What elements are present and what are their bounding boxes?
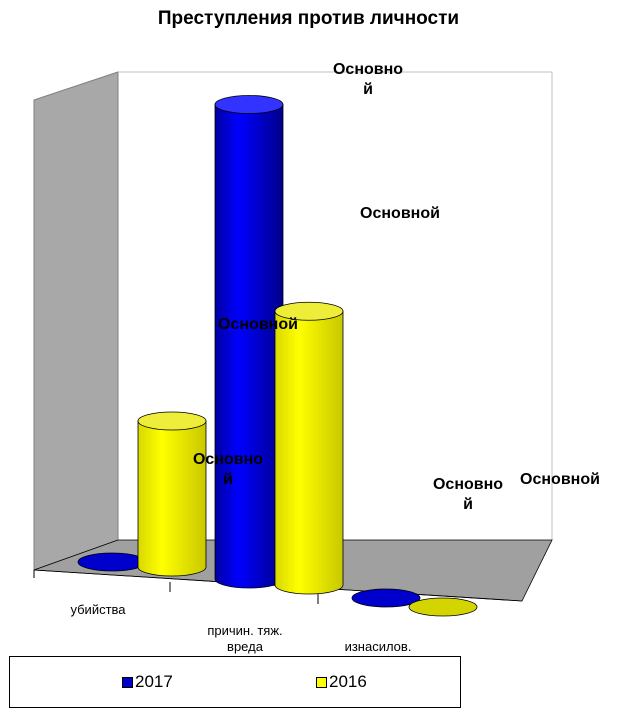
data-label-2017-1: Основно й <box>332 61 404 98</box>
legend-item-2016: 2016 <box>316 672 367 692</box>
bar-2016-2 <box>408 597 478 617</box>
legend-swatch-2016 <box>316 676 327 688</box>
bar-2016-0 <box>137 411 207 577</box>
category-label-0: убийства <box>70 602 126 617</box>
bar-2017-0 <box>77 552 147 572</box>
chart-title: Преступления против личности <box>157 8 460 29</box>
category-label-1: причин. тяж. вреда <box>207 623 283 654</box>
bar-2017-1 <box>214 95 284 589</box>
legend: 2017 2016 <box>9 656 461 708</box>
bar-2016-1 <box>274 301 344 595</box>
back-wall <box>33 71 119 571</box>
data-label-2016-1: Основной <box>360 205 440 222</box>
legend-swatch-2017 <box>122 676 133 688</box>
data-label-2017-0: Основно й <box>192 451 264 488</box>
data-label-2016-2: Основной <box>520 471 600 488</box>
bar-2017-2 <box>351 588 421 608</box>
category-label-2: изнасилов. <box>344 639 412 654</box>
legend-label-2017: 2017 <box>135 672 173 691</box>
legend-label-2016: 2016 <box>329 672 367 691</box>
data-label-2016-0: Основной <box>218 316 298 333</box>
data-label-2017-2: Основно й <box>432 476 504 513</box>
legend-item-2017: 2017 <box>122 672 173 692</box>
